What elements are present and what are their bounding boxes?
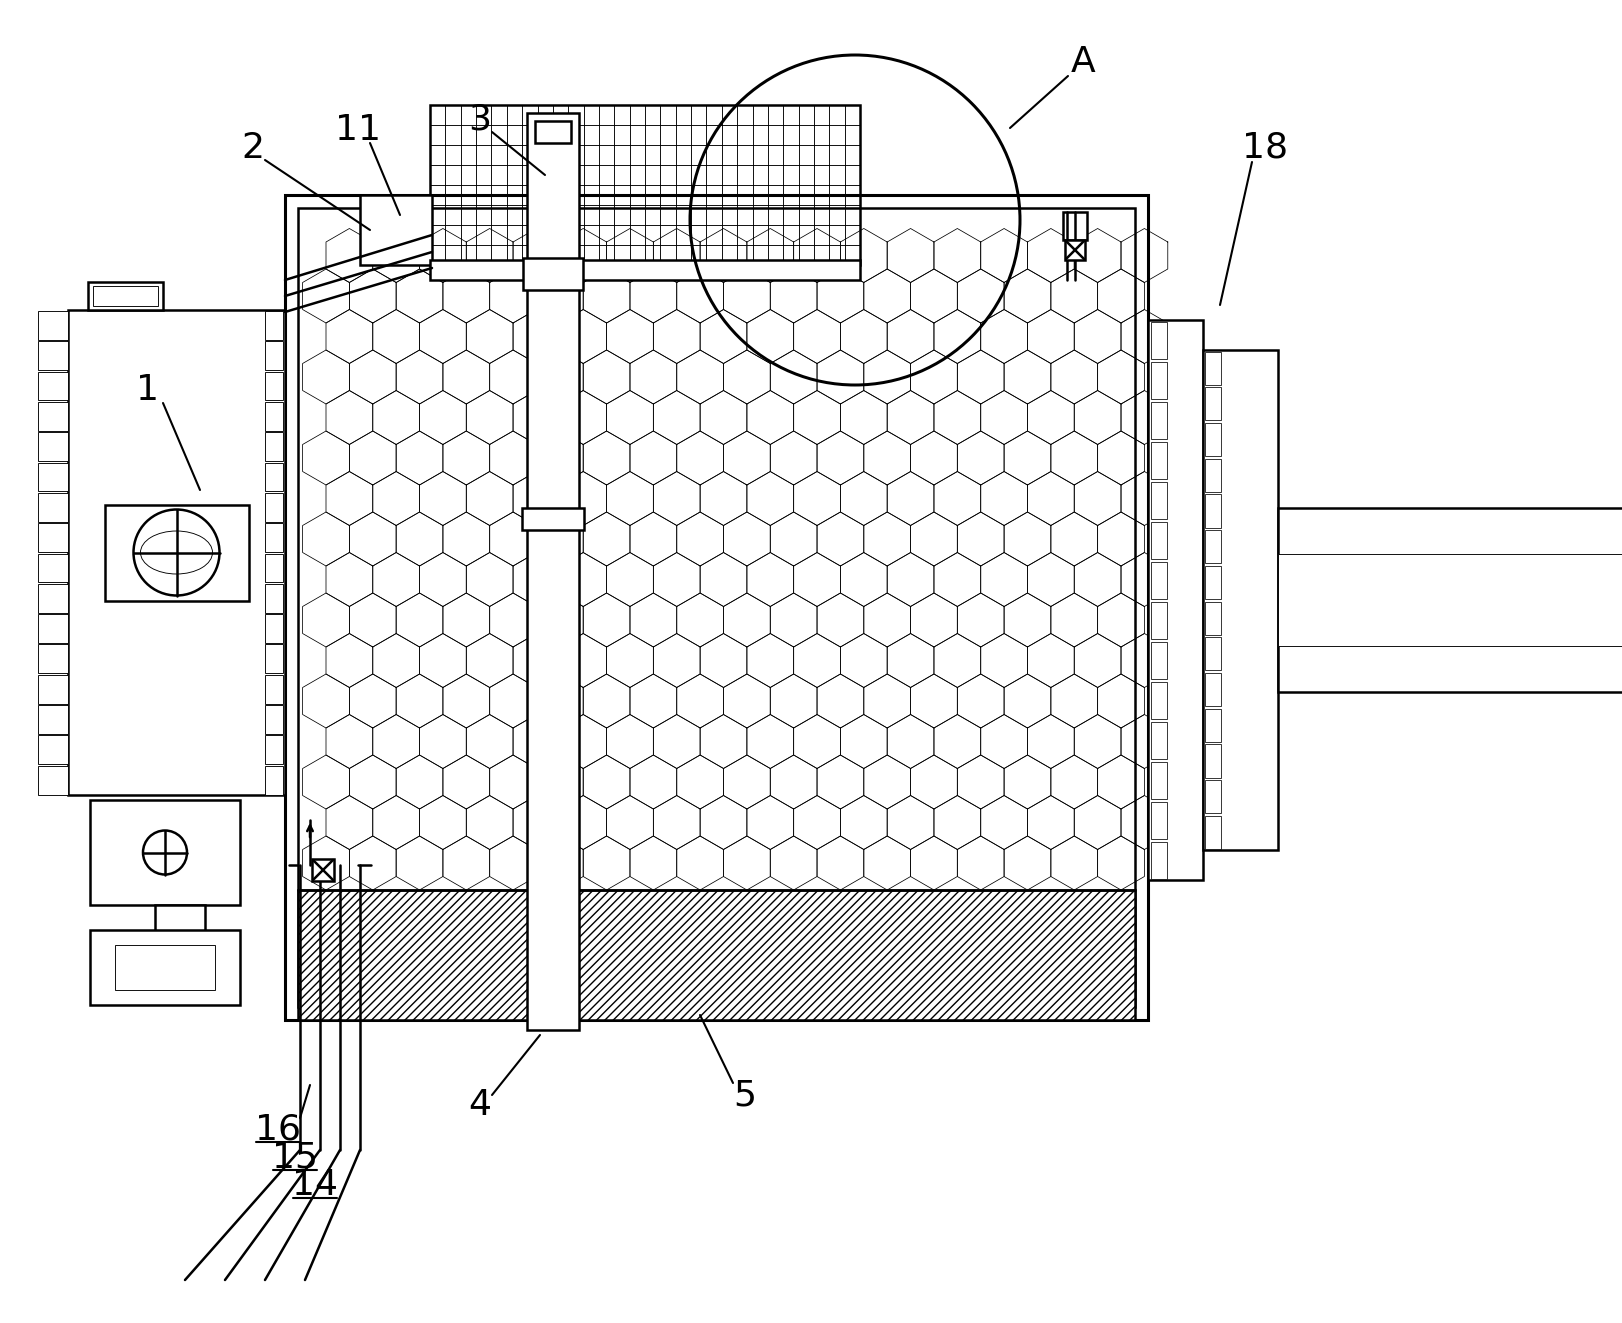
Bar	[156, 905, 204, 960]
Bar	[37, 614, 68, 643]
Text: 1: 1	[136, 373, 159, 407]
Text: 5: 5	[733, 1078, 756, 1113]
Bar	[37, 463, 68, 491]
Bar	[37, 766, 68, 795]
Bar	[1152, 442, 1166, 479]
Bar	[1205, 495, 1221, 528]
Text: 15: 15	[272, 1140, 318, 1175]
Bar	[1278, 508, 1622, 692]
Bar	[264, 402, 282, 431]
Bar	[37, 583, 68, 613]
Bar	[68, 310, 285, 795]
Bar	[1205, 352, 1221, 385]
Bar	[37, 553, 68, 582]
Bar	[1205, 423, 1221, 456]
Bar	[285, 194, 1148, 1020]
Bar	[37, 311, 68, 340]
Bar	[1205, 816, 1221, 849]
Bar	[298, 208, 1135, 1007]
Bar	[264, 614, 282, 643]
Bar	[1152, 401, 1166, 439]
Bar	[264, 493, 282, 521]
Text: 2: 2	[242, 131, 264, 165]
Bar	[264, 705, 282, 734]
Bar	[1204, 351, 1278, 849]
Bar	[115, 945, 216, 990]
Bar	[1205, 459, 1221, 492]
Bar	[37, 523, 68, 552]
Bar	[1205, 781, 1221, 814]
Bar	[298, 890, 1135, 1020]
Text: 4: 4	[469, 1088, 491, 1122]
Bar	[1152, 802, 1166, 839]
Bar	[264, 311, 282, 340]
Bar	[1152, 642, 1166, 679]
Bar	[104, 504, 248, 601]
Bar	[89, 930, 240, 1005]
Bar	[1205, 745, 1221, 778]
Bar	[1148, 320, 1204, 880]
Bar	[1152, 561, 1166, 599]
Text: 14: 14	[292, 1168, 337, 1203]
Bar	[1205, 566, 1221, 599]
Bar	[1205, 388, 1221, 421]
Bar	[1066, 239, 1085, 261]
Bar	[92, 286, 157, 306]
Bar	[37, 644, 68, 673]
Bar	[264, 675, 282, 704]
Bar	[430, 261, 860, 280]
Bar	[1152, 841, 1166, 878]
Bar	[1152, 762, 1166, 799]
Bar	[264, 766, 282, 795]
Bar	[264, 553, 282, 582]
Bar	[1152, 521, 1166, 560]
Bar	[37, 736, 68, 765]
Text: 18: 18	[1242, 131, 1288, 165]
Bar	[37, 372, 68, 401]
Bar	[527, 112, 579, 1031]
Bar	[1152, 361, 1166, 400]
Bar	[264, 736, 282, 765]
Bar	[1205, 531, 1221, 564]
Bar	[37, 433, 68, 460]
Bar	[264, 644, 282, 673]
Bar	[1152, 482, 1166, 519]
Bar	[37, 341, 68, 370]
Bar	[264, 583, 282, 613]
Bar	[37, 675, 68, 704]
Bar	[264, 463, 282, 491]
Bar	[1152, 681, 1166, 718]
Bar	[1205, 638, 1221, 671]
Bar	[522, 258, 582, 290]
Bar	[1152, 321, 1166, 359]
Bar	[1152, 721, 1166, 759]
Bar	[264, 433, 282, 460]
Text: A: A	[1071, 45, 1095, 79]
Bar	[88, 282, 162, 310]
Bar	[1205, 673, 1221, 706]
Text: 11: 11	[336, 112, 381, 147]
Bar	[37, 493, 68, 521]
Bar	[264, 341, 282, 370]
Bar	[1205, 602, 1221, 635]
Bar	[360, 194, 431, 265]
Bar	[1278, 554, 1622, 646]
Bar	[89, 800, 240, 905]
Bar	[1152, 602, 1166, 639]
Bar	[1205, 709, 1221, 742]
Bar	[535, 120, 571, 143]
Bar	[430, 105, 860, 265]
Text: 3: 3	[469, 103, 491, 138]
Bar	[37, 705, 68, 734]
Bar	[264, 372, 282, 401]
Bar	[522, 508, 584, 531]
Text: 16: 16	[255, 1113, 302, 1147]
Bar	[37, 402, 68, 431]
Bar	[264, 523, 282, 552]
Bar	[311, 859, 334, 881]
Bar	[1062, 212, 1087, 239]
